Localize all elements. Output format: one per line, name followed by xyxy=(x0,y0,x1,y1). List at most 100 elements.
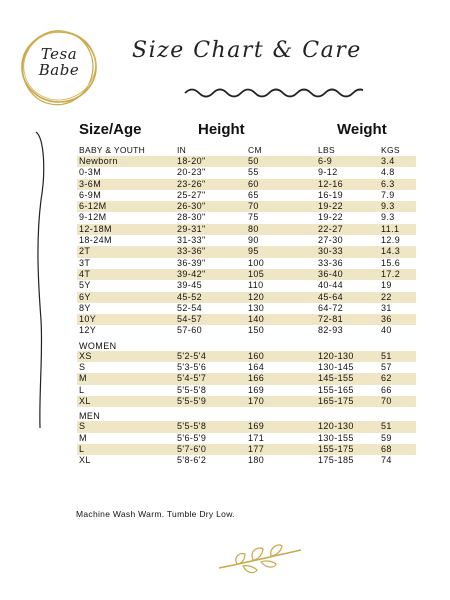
cm-cell: 169 xyxy=(248,421,265,432)
kgs-cell: 11.1 xyxy=(381,223,400,234)
lbs-cell: 175-185 xyxy=(318,455,354,466)
inches-cell: 31-33" xyxy=(177,235,206,246)
kgs-cell: 4.8 xyxy=(381,167,395,178)
table-row: 2T 33-36" 95 30-33 14.3 xyxy=(77,246,416,258)
size-cell: Newborn xyxy=(79,156,118,166)
table-row: 4T 39-42" 105 36-40 17.2 xyxy=(77,268,416,281)
size-cell: L xyxy=(79,384,85,395)
table-row: L 5'5-5'8 169 155-165 66 xyxy=(77,385,416,396)
lbs-cell: 155-175 xyxy=(318,443,354,454)
lbs-cell: 40-44 xyxy=(318,280,344,291)
cm-cell: 55 xyxy=(248,167,259,178)
lbs-cell: 9-12 xyxy=(318,167,338,178)
size-cell: XS xyxy=(79,350,92,361)
kgs-cell: 17.2 xyxy=(381,268,401,279)
cm-cell: 50 xyxy=(248,156,259,166)
lbs-cell: 19-22 xyxy=(318,212,344,223)
cm-cell: 140 xyxy=(248,314,265,325)
table-row: 12-18M 29-31" 80 22-27 11.1 xyxy=(77,223,416,236)
subheader-cm: CM xyxy=(248,145,262,155)
kgs-cell: 62 xyxy=(381,373,392,384)
lbs-cell: 130-155 xyxy=(318,432,354,443)
table-row: 5Y 39-45 110 40-44 19 xyxy=(77,280,416,291)
size-cell: XL xyxy=(79,395,91,406)
subheader-kgs: KGS xyxy=(381,145,400,155)
cm-cell: 160 xyxy=(248,350,265,361)
inches-cell: 39-42" xyxy=(177,268,206,279)
size-cell: L xyxy=(79,443,85,454)
lbs-cell: 155-165 xyxy=(318,384,354,395)
lbs-cell: 64-72 xyxy=(318,302,344,313)
cm-cell: 110 xyxy=(248,280,264,291)
care-instructions: Machine Wash Warm. Tumble Dry Low. xyxy=(76,509,235,519)
header-weight: Weight xyxy=(337,121,387,138)
cm-cell: 166 xyxy=(248,373,265,384)
inches-cell: 26-30" xyxy=(177,201,206,212)
table-row: 8Y 52-54 130 64-72 31 xyxy=(77,303,416,314)
table-row: M 5'6-5'9 171 130-155 59 xyxy=(77,433,416,444)
kgs-cell: 3.4 xyxy=(381,156,395,166)
laurel-branch-icon xyxy=(218,544,302,574)
size-cell: 9-12M xyxy=(79,212,107,223)
inches-cell: 5'5-5'9 xyxy=(177,395,207,406)
table-row: M 5'4-5'7 166 145-155 62 xyxy=(77,373,416,385)
cm-cell: 180 xyxy=(248,455,265,466)
inches-cell: 5'3-5'6 xyxy=(177,362,207,373)
cm-cell: 90 xyxy=(248,235,259,246)
table-row: 10Y 54-57 140 72-81 36 xyxy=(77,314,416,326)
size-cell: 6-9M xyxy=(79,189,102,200)
table-row: XS 5'2-5'4 160 120-130 51 xyxy=(77,350,416,363)
header-size-age: Size/Age xyxy=(79,121,142,138)
size-cell: 3-6M xyxy=(79,178,102,189)
table-row: L 5'7-6'0 177 155-175 68 xyxy=(77,443,416,456)
table-row: 3T 36-39" 100 33-36 15.6 xyxy=(77,258,416,269)
kgs-cell: 15.6 xyxy=(381,257,401,268)
section-label: MEN xyxy=(79,411,101,422)
logo-wordmark: Tesa Babe xyxy=(27,46,91,78)
inches-cell: 5'2-5'4 xyxy=(177,350,207,361)
kgs-cell: 51 xyxy=(381,350,392,361)
inches-cell: 18-20" xyxy=(177,156,206,166)
size-cell: 2T xyxy=(79,246,91,257)
size-cell: XL xyxy=(79,455,91,466)
subheader-lbs: LBS xyxy=(318,145,335,155)
size-cell: 6-12M xyxy=(79,201,107,212)
kgs-cell: 66 xyxy=(381,384,392,395)
kgs-cell: 7.9 xyxy=(381,189,395,200)
cm-cell: 150 xyxy=(248,325,265,336)
size-table: Newborn 18-20" 50 6-9 3.4 0-3M 20-23" 55 9-12 4.8… xyxy=(77,156,416,466)
table-row: 6-9M 25-27" 65 16-19 7.9 xyxy=(77,190,416,201)
page-title: Size Chart & Care xyxy=(132,38,362,63)
lbs-cell: 72-81 xyxy=(318,314,344,325)
size-cell: 3T xyxy=(79,257,91,268)
inches-cell: 5'8-6'2 xyxy=(177,455,207,466)
header-height: Height xyxy=(198,121,245,138)
kgs-cell: 6.3 xyxy=(381,178,395,189)
kgs-cell: 22 xyxy=(381,291,392,302)
inches-cell: 29-31" xyxy=(177,223,206,234)
table-row: 18-24M 31-33" 90 27-30 12.9 xyxy=(77,235,416,246)
cm-cell: 100 xyxy=(248,257,265,268)
table-row: 0-3M 20-23" 55 9-12 4.8 xyxy=(77,167,416,178)
inches-cell: 54-57 xyxy=(177,314,203,325)
cm-cell: 70 xyxy=(248,201,259,212)
table-row: 9-12M 28-30" 75 19-22 9.3 xyxy=(77,212,416,223)
kgs-cell: 12.9 xyxy=(381,235,401,246)
table-row: XL 5'5-5'9 170 165-175 70 xyxy=(77,395,416,408)
inches-cell: 5'4-5'7 xyxy=(177,373,207,384)
lbs-cell: 120-130 xyxy=(318,350,354,361)
lbs-cell: 36-40 xyxy=(318,268,344,279)
inches-cell: 5'5-5'8 xyxy=(177,421,207,432)
lbs-cell: 82-93 xyxy=(318,325,344,336)
size-cell: 0-3M xyxy=(79,167,102,178)
kgs-cell: 59 xyxy=(381,432,392,443)
size-cell: 4T xyxy=(79,268,91,279)
table-row: 12Y 57-60 150 82-93 40 xyxy=(77,325,416,336)
table-row: 3-6M 23-26" 60 12-16 6.3 xyxy=(77,178,416,190)
lbs-cell: 19-22 xyxy=(318,201,344,212)
subheader-in: IN xyxy=(177,145,187,155)
cm-cell: 164 xyxy=(248,362,265,373)
inches-cell: 39-45 xyxy=(177,280,203,291)
size-cell: 10Y xyxy=(79,314,97,325)
lbs-cell: 165-175 xyxy=(318,395,354,406)
